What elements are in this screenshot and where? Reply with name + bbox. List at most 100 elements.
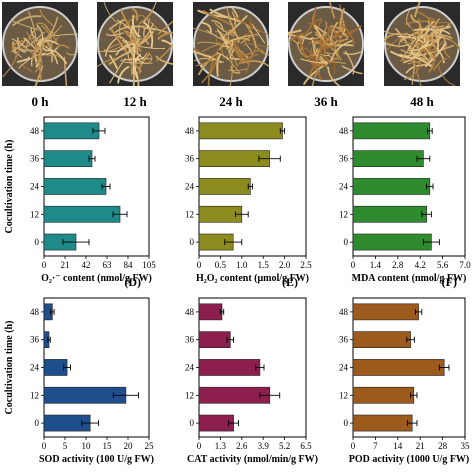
x-tick-label: 105 xyxy=(142,260,156,270)
photo-label-36h: 36 h xyxy=(314,94,338,109)
x-tick-label: 4.2 xyxy=(415,260,426,270)
x-tick-label: 0 xyxy=(197,441,202,451)
photo-label-48h: 48 h xyxy=(410,94,434,109)
x-axis-title: SOD activity (100 U/g FW) xyxy=(39,454,154,465)
x-tick-label: 1.3 xyxy=(215,441,227,451)
x-tick-label: 28 xyxy=(438,441,448,451)
bar-48h xyxy=(198,122,283,140)
y-tick-label: 48 xyxy=(339,126,349,136)
y-tick-label: 12 xyxy=(185,209,194,219)
y-tick-label: 0 xyxy=(35,237,40,247)
photo-label-0h: 0 h xyxy=(31,94,49,109)
x-tick-label: 2.5 xyxy=(300,260,312,270)
y-tick-label: 12 xyxy=(30,390,39,400)
y-tick-label: 0 xyxy=(190,418,195,428)
x-tick-label: 0.5 xyxy=(215,260,227,270)
panel-label: (D) xyxy=(124,275,141,289)
y-tick-label: 24 xyxy=(185,363,195,373)
x-tick-label: 0 xyxy=(42,441,47,451)
bar-36h xyxy=(352,150,424,168)
bar-48h xyxy=(198,303,223,321)
x-tick-label: 5 xyxy=(63,441,68,451)
y-tick-label: 48 xyxy=(339,307,349,317)
y-tick-label: 36 xyxy=(185,335,195,345)
bar-36h xyxy=(352,331,411,349)
bar-0h xyxy=(352,233,432,251)
y-tick-label: 36 xyxy=(185,154,195,164)
bar-24h xyxy=(198,178,251,195)
y-tick-label: 12 xyxy=(30,209,39,219)
culture-photo-24h xyxy=(193,2,269,86)
y-tick-label: 24 xyxy=(30,363,40,373)
x-tick-label: 0 xyxy=(351,260,356,270)
y-tick-label: 12 xyxy=(339,390,348,400)
culture-photo-36h xyxy=(288,2,364,86)
y-tick-label: 24 xyxy=(30,182,40,192)
bar-36h xyxy=(198,331,231,349)
bar-48h xyxy=(352,122,431,140)
x-tick-label: 1.4 xyxy=(370,260,382,270)
x-axis-title: H₂O₂ content (μmol/g FW) xyxy=(196,273,309,284)
y-axis-title: Cocultivation time (h) xyxy=(4,140,15,234)
x-axis-title: MDA content (nmol/g FW) xyxy=(352,273,467,284)
x-tick-label: 6.5 xyxy=(300,441,312,451)
bar-0h xyxy=(352,414,413,432)
photo-label-24h: 24 h xyxy=(219,94,243,109)
x-tick-label: 0 xyxy=(197,260,202,270)
x-axis-title: CAT activity (nmol/min/g FW) xyxy=(187,454,318,465)
x-tick-label: 14 xyxy=(393,441,403,451)
bar-24h xyxy=(43,178,107,195)
y-tick-label: 24 xyxy=(339,182,349,192)
x-axis-title: POD activity (1000 U/g FW) xyxy=(349,454,470,465)
x-tick-label: 7 xyxy=(373,441,378,451)
x-tick-label: 35 xyxy=(461,441,471,451)
x-tick-label: 15 xyxy=(103,441,113,451)
y-tick-label: 12 xyxy=(185,390,194,400)
bar-12h xyxy=(43,205,121,223)
x-tick-label: 42 xyxy=(82,260,91,270)
panel-label: (F) xyxy=(442,275,457,289)
bar-12h xyxy=(352,205,427,223)
x-axis-title: O₂·⁻ content (nmol/g FW) xyxy=(41,273,152,284)
bar-48h xyxy=(43,122,100,140)
y-tick-label: 48 xyxy=(30,307,40,317)
x-tick-label: 25 xyxy=(145,441,155,451)
culture-photo-12h xyxy=(97,2,173,86)
y-tick-label: 36 xyxy=(30,154,40,164)
bar-12h xyxy=(352,386,415,404)
y-tick-label: 48 xyxy=(30,126,40,136)
x-tick-label: 5.2 xyxy=(279,441,290,451)
bar-48h xyxy=(352,303,419,321)
y-tick-label: 36 xyxy=(339,154,349,164)
x-tick-label: 84 xyxy=(124,260,134,270)
y-tick-label: 48 xyxy=(185,307,195,317)
photo-strip: 0 h 12 h 24 h 36 h 48 h xyxy=(0,0,474,112)
bar-24h xyxy=(352,359,445,376)
y-tick-label: 48 xyxy=(185,126,195,136)
y-tick-label: 0 xyxy=(344,237,349,247)
x-tick-label: 2.8 xyxy=(392,260,404,270)
x-tick-label: 0 xyxy=(42,260,47,270)
y-tick-label: 24 xyxy=(339,363,349,373)
x-tick-label: 2.6 xyxy=(236,441,248,451)
bar-24h xyxy=(352,178,431,195)
y-tick-label: 36 xyxy=(30,335,40,345)
x-tick-label: 21 xyxy=(61,260,70,270)
bar-12h xyxy=(198,386,271,404)
y-tick-label: 0 xyxy=(190,237,195,247)
bar-24h xyxy=(198,359,261,376)
y-tick-label: 36 xyxy=(339,335,349,345)
y-tick-label: 12 xyxy=(339,209,348,219)
x-tick-label: 5.6 xyxy=(437,260,449,270)
x-tick-label: 10 xyxy=(82,441,92,451)
x-tick-label: 1.5 xyxy=(258,260,270,270)
x-tick-label: 1.0 xyxy=(236,260,248,270)
culture-photo-0h xyxy=(2,2,78,86)
photo-label-12h: 12 h xyxy=(123,94,147,109)
panel-label: (E) xyxy=(282,275,298,289)
y-tick-label: 0 xyxy=(35,418,40,428)
x-tick-label: 21 xyxy=(416,441,425,451)
x-tick-label: 7.0 xyxy=(459,260,471,270)
x-tick-label: 3.9 xyxy=(258,441,270,451)
